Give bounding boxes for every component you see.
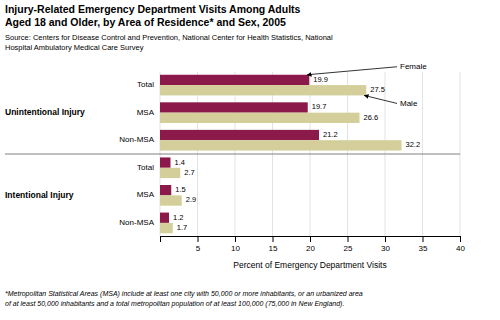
footnote: of at least 50,000 inhabitants and a tot… xyxy=(5,300,344,308)
source: Source: Centers for Disease Control and … xyxy=(5,33,333,42)
bar xyxy=(160,113,360,123)
bar xyxy=(160,130,319,140)
x-tick-label: 5 xyxy=(196,244,201,253)
category-label: Non-MSA xyxy=(119,218,154,227)
bar xyxy=(160,75,309,85)
chart: Injury-Related Emergency Department Visi… xyxy=(0,0,500,320)
data-label: 19.7 xyxy=(312,102,327,111)
footnote: *Metropolitan Statistical Areas (MSA) in… xyxy=(5,290,363,298)
source: Hospital Ambulatory Medical Care Survey xyxy=(5,43,144,52)
x-tick-label: 30 xyxy=(381,244,390,253)
title: Injury-Related Emergency Department Visi… xyxy=(5,3,301,15)
category-label: MSA xyxy=(137,190,155,199)
x-tick: 25 xyxy=(344,236,353,253)
x-axis: 5 10 15 20 25 30 35 40 xyxy=(161,236,466,253)
x-tick-mark xyxy=(348,236,349,242)
bar xyxy=(160,168,180,178)
series-label: Male xyxy=(400,99,418,108)
series-annotations: Female Male xyxy=(307,62,427,108)
x-tick-mark xyxy=(235,236,236,242)
category-label: Total xyxy=(137,80,154,89)
x-tick: 10 xyxy=(231,236,240,253)
x-tick-mark xyxy=(423,236,424,242)
x-tick: 20 xyxy=(306,236,315,253)
x-tick-label: 40 xyxy=(456,244,465,253)
data-label: 2.7 xyxy=(184,168,194,177)
category-label: MSA xyxy=(137,108,155,117)
data-label: 26.6 xyxy=(364,113,379,122)
data-label: 1.2 xyxy=(173,213,183,222)
bar xyxy=(160,102,308,112)
title: Aged 18 and Older, by Area of Residence*… xyxy=(5,16,286,28)
plot: 19.9 19.7 21.2 1.4 1.5 1.2 27.5 26.6 32.2 2.7 2.9 1… xyxy=(5,62,465,270)
x-tick-mark xyxy=(198,236,199,242)
x-tick-mark xyxy=(310,236,311,242)
x-axis-line xyxy=(161,237,461,243)
x-tick: 35 xyxy=(419,236,428,253)
group-label: Intentional Injury xyxy=(5,190,74,200)
x-tick xyxy=(160,236,161,242)
bar xyxy=(160,195,182,205)
bar xyxy=(160,213,169,223)
x-tick-label: 35 xyxy=(419,244,428,253)
series-label: Female xyxy=(400,62,427,71)
bar xyxy=(160,223,173,233)
group-labels: Unintentional Injury Intentional Injury xyxy=(5,107,460,200)
group-label: Unintentional Injury xyxy=(5,107,85,117)
x-tick-mark xyxy=(460,236,461,242)
x-tick-mark xyxy=(273,236,274,242)
bar xyxy=(160,85,366,95)
x-tick: 5 xyxy=(196,236,201,253)
x-tick-label: 15 xyxy=(269,244,278,253)
x-tick-label: 20 xyxy=(306,244,315,253)
x-tick: 15 xyxy=(269,236,278,253)
data-label: 32.2 xyxy=(406,140,421,149)
x-tick: 40 xyxy=(456,236,465,253)
group-divider xyxy=(5,154,460,155)
bar xyxy=(160,157,171,167)
annotation-arrow xyxy=(307,67,397,75)
bar xyxy=(160,185,171,195)
bar xyxy=(160,140,402,150)
annotation-arrow xyxy=(364,95,397,103)
x-tick-label: 25 xyxy=(344,244,353,253)
x-tick-mark xyxy=(160,236,161,242)
category-label: Total xyxy=(137,163,154,172)
data-label: 21.2 xyxy=(323,130,338,139)
data-label: 19.9 xyxy=(313,75,328,84)
x-tick: 30 xyxy=(381,236,390,253)
category-label: Non-MSA xyxy=(119,135,154,144)
x-tick-label: 10 xyxy=(231,244,240,253)
data-label: 1.5 xyxy=(175,185,185,194)
data-label: 1.7 xyxy=(177,223,187,232)
data-labels: 19.9 19.7 21.2 1.4 1.5 1.2 27.5 26.6 32.2 2.7 2.9 1… xyxy=(173,75,420,232)
data-label: 2.9 xyxy=(186,195,196,204)
x-tick-mark xyxy=(385,236,386,242)
x-axis-title: Percent of Emergency Department Visits xyxy=(233,260,386,270)
data-label: 1.4 xyxy=(175,158,185,167)
data-label: 27.5 xyxy=(370,85,385,94)
